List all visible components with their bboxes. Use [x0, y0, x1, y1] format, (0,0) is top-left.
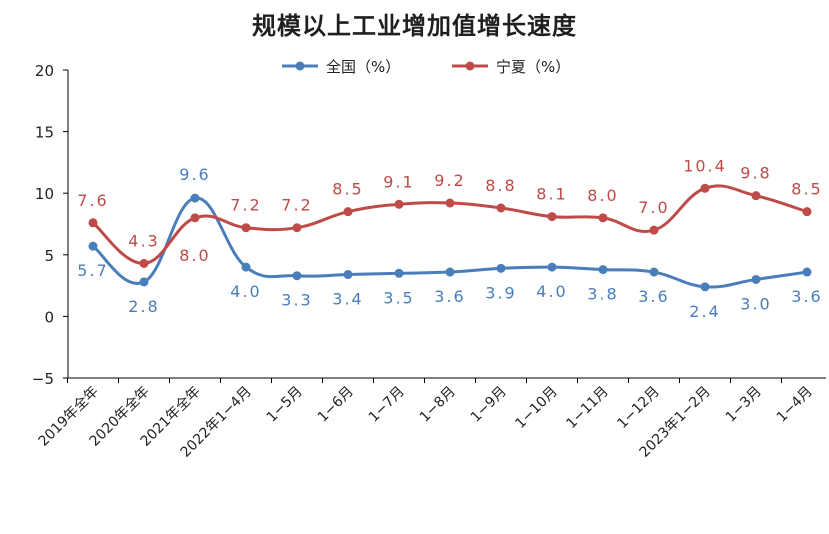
legend-entry: 全国（%） — [282, 58, 400, 76]
data-label: 8.5 — [332, 180, 363, 199]
data-label: 4.0 — [536, 282, 567, 301]
labels-ningxia: 7.6 4.3 8.0 7.2 7.2 8.5 9.1 9.2 8.8 8.1 8.0 7.0 10.4… — [77, 156, 822, 265]
data-point — [547, 262, 557, 272]
x-tick-label: 1−9月 — [468, 384, 510, 426]
data-label: 8.8 — [485, 176, 516, 195]
data-label: 10.4 — [683, 156, 727, 175]
data-point — [241, 262, 251, 272]
data-point — [496, 263, 506, 273]
y-tick-label: 15 — [35, 124, 54, 142]
x-tick-label: 1−12月 — [614, 384, 662, 432]
data-point — [88, 241, 98, 251]
y-tick-label: 0 — [44, 308, 54, 326]
chart-title: 规模以上工业增加值增长速度 — [252, 12, 577, 40]
data-label: 4.0 — [230, 282, 261, 301]
data-point — [445, 267, 455, 277]
data-label: 9.6 — [179, 165, 210, 184]
data-point — [394, 199, 404, 209]
legend-marker — [295, 61, 305, 71]
data-point — [751, 191, 761, 201]
data-point — [598, 265, 608, 275]
data-label: 3.0 — [740, 294, 771, 313]
series-ningxia — [88, 183, 812, 268]
data-label: 9.8 — [740, 164, 771, 183]
y-tick-label: −5 — [32, 370, 54, 388]
x-tick-label: 1−6月 — [315, 384, 357, 426]
data-label: 3.6 — [638, 287, 669, 306]
legend-marker — [465, 61, 475, 71]
x-tick-label: 1−7月 — [366, 384, 408, 426]
data-point — [139, 277, 149, 287]
data-label: 7.2 — [281, 196, 312, 215]
data-point — [649, 225, 659, 235]
data-point — [139, 258, 149, 268]
legend-label: 全国（%） — [326, 58, 400, 76]
series-national — [88, 193, 812, 292]
data-point — [88, 218, 98, 228]
data-label: 8.0 — [179, 246, 210, 265]
data-point — [751, 274, 761, 284]
legend-label: 宁夏（%） — [496, 58, 570, 76]
x-tick-label: 1−3月 — [723, 384, 765, 426]
data-label: 3.6 — [791, 287, 822, 306]
data-label: 3.5 — [383, 288, 414, 307]
data-label: 9.2 — [434, 171, 465, 190]
data-label: 5.7 — [77, 261, 108, 280]
data-label: 8.1 — [536, 185, 567, 204]
data-point — [547, 212, 557, 222]
data-label: 7.0 — [638, 198, 669, 217]
data-point — [190, 193, 200, 203]
data-point — [190, 213, 200, 223]
x-tick-label: 1−4月 — [774, 384, 816, 426]
data-label: 3.8 — [587, 285, 618, 304]
data-point — [292, 271, 302, 281]
data-point — [241, 223, 251, 233]
data-point — [802, 207, 812, 217]
data-point — [343, 270, 353, 280]
data-label: 7.2 — [230, 196, 261, 215]
data-point — [445, 198, 455, 208]
data-point — [496, 203, 506, 213]
data-label: 8.0 — [587, 186, 618, 205]
data-label: 9.1 — [383, 172, 414, 191]
data-point — [343, 207, 353, 217]
labels-national: 5.7 2.8 9.6 4.0 3.3 3.4 3.5 3.6 3.9 4.0 3.8 3.6 2.4 3… — [77, 165, 822, 321]
data-point — [700, 282, 710, 292]
data-point — [598, 213, 608, 223]
x-tick-label: 1−10月 — [512, 384, 560, 432]
data-point — [292, 223, 302, 233]
y-tick-label: 5 — [44, 247, 54, 265]
legend-entry: 宁夏（%） — [452, 58, 570, 76]
x-tick-label: 1−11月 — [563, 384, 611, 432]
y-tick-label: 20 — [35, 62, 54, 80]
data-label: 3.9 — [485, 283, 516, 302]
x-tick-label: 1−5月 — [264, 384, 306, 426]
series-layer — [88, 183, 812, 292]
data-labels: 5.7 2.8 9.6 4.0 3.3 3.4 3.5 3.6 3.9 4.0 3.8 3.6 2.4 3… — [77, 156, 822, 321]
data-point — [394, 268, 404, 278]
data-label: 2.4 — [689, 302, 720, 321]
data-label: 8.5 — [791, 180, 822, 199]
data-label: 2.8 — [128, 297, 159, 316]
data-label: 3.3 — [281, 291, 312, 310]
data-label: 3.4 — [332, 290, 363, 309]
data-label: 3.6 — [434, 287, 465, 306]
data-point — [700, 183, 710, 193]
x-tick-label: 1−8月 — [417, 384, 459, 426]
y-tick-label: 10 — [35, 185, 54, 203]
data-label: 7.6 — [77, 191, 108, 210]
legend: 全国（%） 宁夏（%） — [282, 58, 570, 76]
data-point — [802, 267, 812, 277]
data-point — [649, 267, 659, 277]
data-label: 4.3 — [128, 231, 159, 250]
